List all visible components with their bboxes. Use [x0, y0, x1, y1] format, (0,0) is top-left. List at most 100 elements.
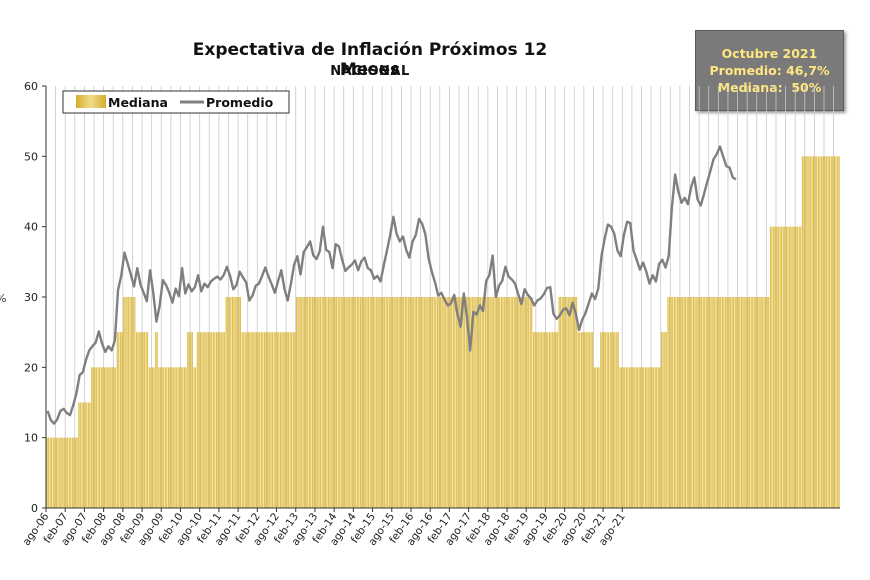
mediana-bar	[139, 332, 142, 508]
mediana-bar	[552, 332, 555, 508]
mediana-bar	[737, 297, 741, 508]
mediana-bar	[257, 332, 261, 508]
mediana-bar	[145, 332, 149, 508]
mediana-bar	[81, 402, 85, 508]
gridlines	[45, 86, 834, 508]
mediana-bar	[699, 297, 703, 508]
legend-label-mediana: Mediana	[108, 95, 168, 110]
chart-title: Expectativa de Inflación Próximos 12 Mes…	[192, 40, 548, 80]
mediana-bar	[180, 367, 184, 508]
mediana-bar	[203, 332, 206, 508]
mediana-bar	[331, 297, 334, 508]
mediana-bar	[366, 297, 370, 508]
mediana-bar	[597, 367, 600, 508]
mediana-bar	[59, 437, 62, 508]
mediana-bar	[827, 156, 831, 508]
mediana-bar	[84, 402, 88, 508]
mediana-bar	[593, 367, 597, 508]
mediana-bar	[312, 297, 315, 508]
mediana-bar	[488, 297, 491, 508]
mediana-bar	[334, 297, 338, 508]
x-tick-label: ago-13	[289, 511, 320, 548]
mediana-bar	[462, 297, 466, 508]
mediana-bar	[478, 297, 482, 508]
mediana-bar	[683, 297, 686, 508]
mediana-bar	[814, 156, 818, 508]
mediana-bar	[94, 367, 97, 508]
mediana-bar	[638, 367, 642, 508]
mediana-bar	[356, 297, 360, 508]
mediana-bar	[523, 297, 526, 508]
x-tick-label: feb-18	[464, 511, 493, 546]
mediana-bar	[555, 332, 558, 508]
x-tick-label: feb-20	[541, 511, 570, 546]
mediana-bar	[481, 297, 485, 508]
mediana-bar	[782, 226, 786, 509]
x-tick-label: feb-13	[272, 511, 301, 546]
mediana-bar	[305, 297, 309, 508]
x-tick-label: feb-11	[195, 511, 224, 546]
mediana-bar	[472, 297, 475, 508]
mediana-bar	[164, 367, 168, 508]
mediana-bar	[491, 297, 494, 508]
mediana-bar	[747, 297, 751, 508]
y-tick-label: 20	[24, 361, 38, 374]
mediana-bar	[158, 367, 161, 508]
mediana-bar	[654, 367, 658, 508]
summary-box: Octubre 2021 Promedio: 46,7% Mediana: 50…	[695, 30, 844, 111]
mediana-bar	[49, 437, 53, 508]
mediana-bar	[667, 297, 670, 508]
mediana-bar	[718, 297, 722, 508]
mediana-bar	[741, 297, 744, 508]
mediana-bar	[616, 332, 619, 508]
mediana-bar	[664, 332, 667, 508]
x-tick-label: ago-14	[328, 511, 359, 548]
mediana-bar	[769, 226, 773, 509]
x-tick-label: ago-12	[251, 511, 282, 548]
mediana-bar	[337, 297, 341, 508]
mediana-bar	[353, 297, 357, 508]
x-tick-label: ago-08	[97, 511, 128, 548]
mediana-bar	[798, 226, 802, 509]
mediana-bar	[52, 437, 56, 508]
summary-promedio: Promedio: 46,7%	[709, 63, 830, 78]
mediana-bar	[68, 437, 72, 508]
x-tick-label: ago-20	[558, 511, 589, 548]
mediana-bar	[427, 297, 430, 508]
mediana-bar	[321, 297, 325, 508]
legend: Mediana Promedio	[62, 90, 290, 114]
mediana-bar	[344, 297, 347, 508]
mediana-bar	[65, 437, 69, 508]
mediana-bar	[484, 297, 488, 508]
mediana-bar	[577, 332, 581, 508]
mediana-bar	[417, 297, 421, 508]
mediana-bar	[318, 297, 322, 508]
x-tick-label: ago-16	[405, 511, 436, 548]
mediana-bar	[510, 297, 514, 508]
mediana-bar	[363, 297, 366, 508]
mediana-bar	[376, 297, 379, 508]
mediana-bar	[440, 297, 443, 508]
mediana-bar	[174, 367, 177, 508]
mediana-bar	[587, 332, 590, 508]
mediana-bar	[264, 332, 267, 508]
mediana-bar	[795, 226, 799, 509]
mediana-bar	[315, 297, 318, 508]
mediana-bar	[116, 332, 120, 508]
x-tick-label: feb-09	[118, 511, 147, 546]
mediana-bar	[177, 367, 181, 508]
x-tick-label: ago-07	[59, 511, 90, 548]
mediana-bar	[516, 297, 520, 508]
mediana-bar	[270, 332, 273, 508]
mediana-bar	[171, 367, 174, 508]
mediana-bar	[574, 297, 578, 508]
mediana-bar	[728, 297, 731, 508]
mediana-bar	[276, 332, 280, 508]
summary-date: Octubre 2021	[721, 46, 818, 61]
mediana-bar	[411, 297, 414, 508]
mediana-bar	[113, 367, 117, 508]
mediana-bar	[212, 332, 216, 508]
x-tick-label: ago-06	[20, 511, 51, 548]
mediana-bar	[689, 297, 693, 508]
